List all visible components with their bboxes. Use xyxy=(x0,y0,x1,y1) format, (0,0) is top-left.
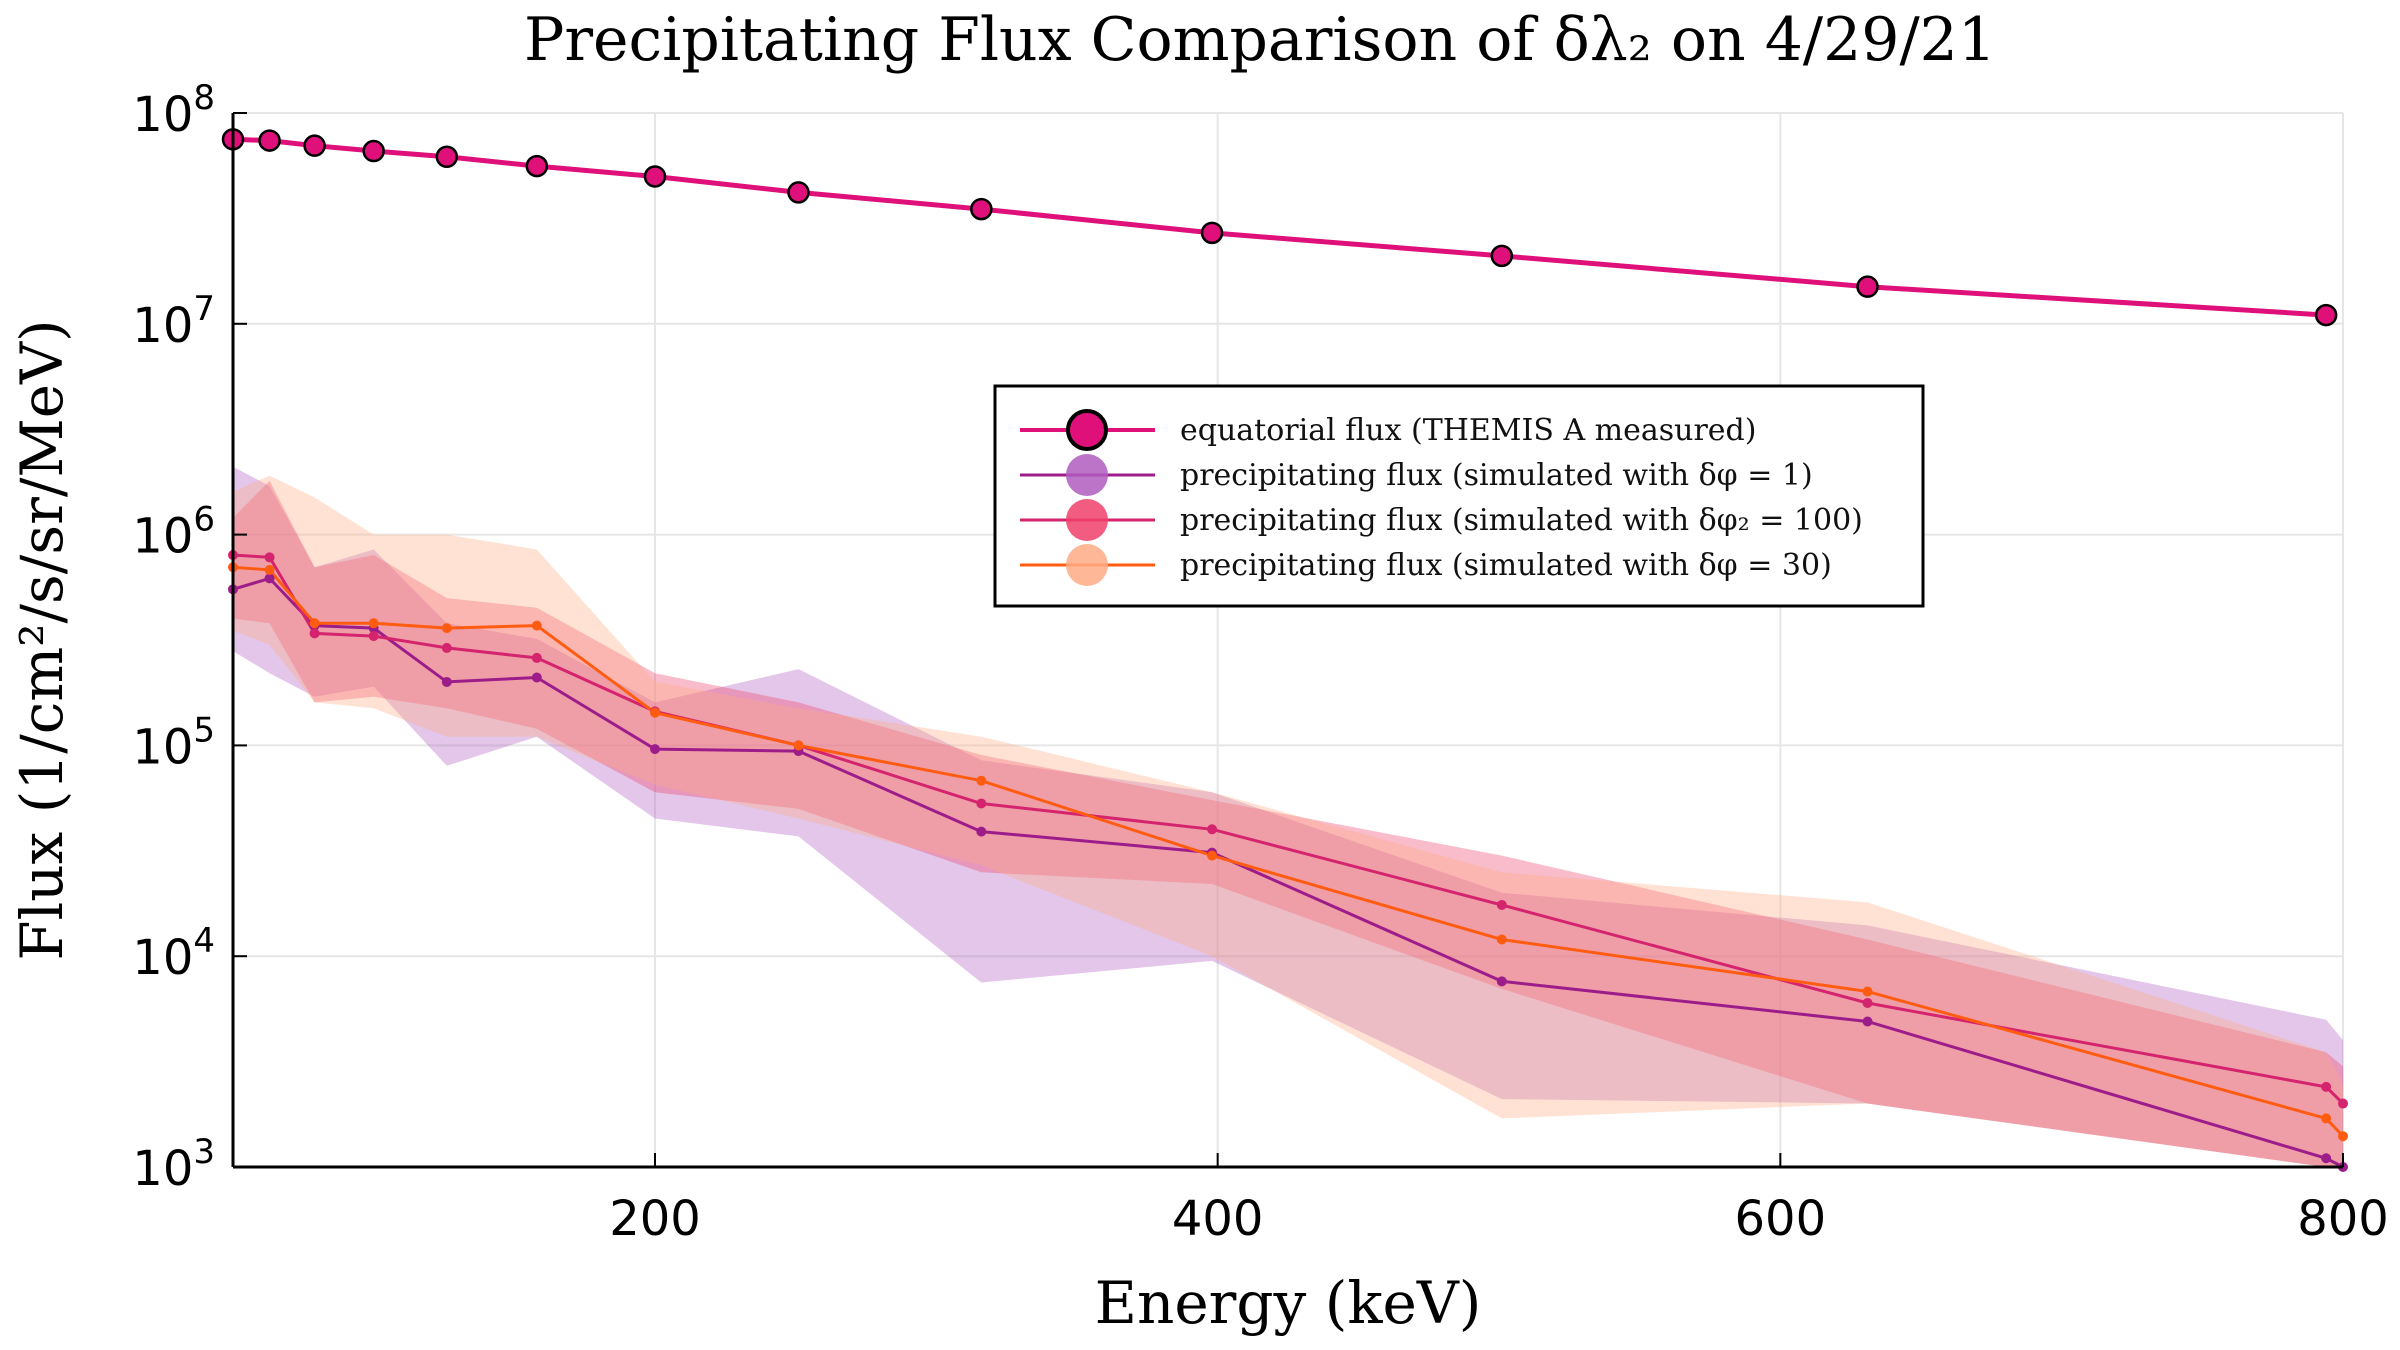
data-point xyxy=(303,134,326,157)
data-point xyxy=(1862,997,1873,1008)
data-point xyxy=(1496,934,1507,945)
data-point xyxy=(264,573,275,584)
data-point xyxy=(435,145,459,169)
x-tick-label: 800 xyxy=(2297,1191,2389,1247)
data-point xyxy=(531,672,542,683)
data-point xyxy=(525,154,549,178)
data-point xyxy=(643,165,667,188)
legend-label: precipitating flux (simulated with δφ = … xyxy=(1180,458,1813,493)
data-point xyxy=(976,775,987,786)
data-point xyxy=(309,618,320,629)
data-point xyxy=(531,620,542,631)
data-point xyxy=(1856,275,1879,298)
x-tick-label: 400 xyxy=(1172,1191,1264,1247)
uncertainty-bands xyxy=(233,466,2343,1167)
legend: equatorial flux (THEMIS A measured) preci… xyxy=(993,384,1925,608)
legend-marker xyxy=(1066,409,1108,451)
data-point xyxy=(441,642,452,653)
data-point xyxy=(368,618,379,629)
data-point xyxy=(1862,986,1873,997)
legend-box xyxy=(993,384,1925,608)
y-tick-label: 106 xyxy=(132,500,215,565)
data-point xyxy=(441,623,452,634)
data-point xyxy=(531,652,542,663)
legend-label: precipitating flux (simulated with δφ = … xyxy=(1180,548,1832,583)
uncertainty-band xyxy=(233,466,2343,1167)
data-point xyxy=(2321,1081,2332,1092)
uncertainty-band xyxy=(233,480,2343,1167)
data-point xyxy=(1200,221,1224,245)
data-point xyxy=(441,676,452,687)
y-axis-label: Flux (1/cm²/s/sr/MeV) xyxy=(8,319,76,960)
data-point xyxy=(2321,1113,2332,1124)
data-point xyxy=(2321,1153,2332,1164)
data-point xyxy=(368,631,379,642)
legend-marker xyxy=(1066,454,1108,496)
data-point xyxy=(264,564,275,575)
data-point xyxy=(793,740,804,751)
data-point xyxy=(258,129,281,152)
series-line xyxy=(232,576,2344,1169)
data-point xyxy=(976,826,987,837)
legend-label: precipitating flux (simulated with δφ₂ =… xyxy=(1180,503,1863,538)
data-point xyxy=(2338,1131,2348,1142)
series-line xyxy=(232,565,2345,1138)
data-point xyxy=(970,197,993,221)
data-point xyxy=(1496,976,1507,987)
data-point xyxy=(309,628,320,639)
y-tick-label: 107 xyxy=(132,289,215,354)
y-tick-label: 108 xyxy=(132,78,215,143)
data-point xyxy=(2338,1098,2348,1109)
x-tick-label: 200 xyxy=(609,1191,701,1247)
axis-ticks: 200 400 600 800 103 104 105 106 107 108 xyxy=(132,78,2389,1247)
data-point xyxy=(1207,824,1218,835)
y-tick-label: 104 xyxy=(132,921,215,986)
data-point xyxy=(1490,244,1514,268)
legend-label: equatorial flux (THEMIS A measured) xyxy=(1180,413,1756,448)
data-point xyxy=(264,552,275,563)
x-tick-label: 600 xyxy=(1735,1191,1827,1247)
data-point xyxy=(787,181,810,204)
data-point xyxy=(1207,850,1218,861)
data-point xyxy=(1862,1016,1873,1027)
data-point xyxy=(650,744,660,755)
y-tick-label: 103 xyxy=(132,1132,215,1197)
data-point xyxy=(650,707,660,718)
x-axis-label: Energy (keV) xyxy=(1095,1269,1482,1337)
data-point xyxy=(2314,303,2338,327)
legend-marker xyxy=(1066,499,1108,541)
data-point xyxy=(976,798,987,809)
uncertainty-band xyxy=(233,475,2343,1167)
series-markers xyxy=(221,128,2348,1172)
data-point xyxy=(1496,899,1507,910)
data-point xyxy=(362,139,385,163)
y-tick-label: 105 xyxy=(132,710,215,775)
legend-marker xyxy=(1066,544,1108,586)
chart-title: Precipitating Flux Comparison of δλ₂ on … xyxy=(524,5,1996,75)
